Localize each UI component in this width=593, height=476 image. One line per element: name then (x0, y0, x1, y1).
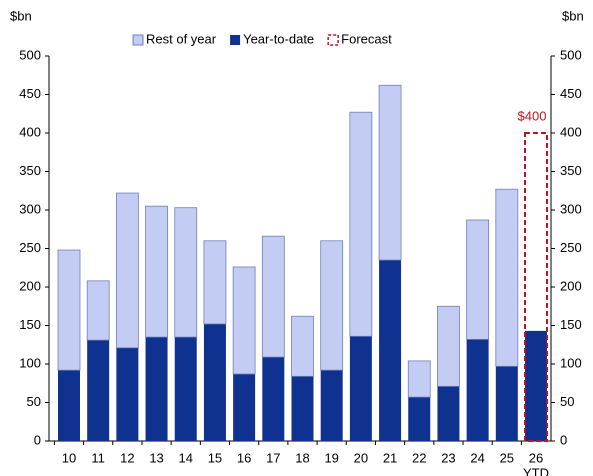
y-tick-label: 50 (27, 394, 41, 409)
x-tick-note: YTD (523, 465, 549, 476)
x-tick-label: 18 (295, 450, 309, 465)
y2-tick-label: 350 (560, 163, 582, 178)
y2-tick-label: 450 (560, 86, 582, 101)
y-tick-label: 500 (19, 47, 41, 62)
x-tick-label: 24 (470, 450, 484, 465)
y-tick-label: 450 (19, 86, 41, 101)
y-tick-label: 0 (34, 432, 41, 447)
x-tick-label: 23 (441, 450, 455, 465)
y-tick-label: 200 (19, 278, 41, 293)
bar-segment (145, 337, 168, 441)
x-tick-label: 11 (91, 450, 105, 465)
bar-segment (57, 370, 80, 441)
bar-segment (115, 192, 139, 349)
bar-segment (378, 84, 402, 261)
bar-segment (466, 219, 490, 340)
bar-segment (466, 339, 489, 441)
x-tick-label: 17 (266, 450, 280, 465)
bar-segment (379, 260, 402, 441)
y-tick-label: 300 (19, 201, 41, 216)
bar-segment (320, 240, 344, 371)
x-tick-label: 22 (412, 450, 426, 465)
legend-label: Rest of year (146, 31, 217, 46)
y-tick-label: 350 (19, 163, 41, 178)
bar-segment (291, 376, 314, 441)
bar-segment (407, 360, 431, 398)
bar-segment (320, 370, 343, 441)
bar-segment (291, 315, 314, 377)
x-tick-label: 20 (354, 450, 368, 465)
y2-tick-label: 400 (560, 124, 582, 139)
x-tick-label: 14 (179, 450, 193, 465)
bar-segment (437, 386, 460, 441)
bar-segment (349, 336, 372, 441)
bar-segment (57, 249, 81, 371)
forecast-annotation: $400 (518, 108, 547, 123)
y2-tick-label: 100 (560, 355, 582, 370)
bar-segment (261, 235, 285, 358)
y2-axis-label: $bn (562, 8, 584, 23)
bar-segment (495, 366, 518, 441)
legend-swatch (327, 34, 339, 46)
x-tick-label: 15 (208, 450, 222, 465)
y2-tick-label: 50 (560, 394, 574, 409)
bar-segment (203, 323, 226, 441)
bar-segment (145, 205, 168, 338)
bar-segment (203, 240, 227, 325)
y-axis-label: $bn (10, 8, 32, 23)
bar-segment (87, 340, 110, 441)
x-tick-label: 25 (500, 450, 514, 465)
bar-segment (232, 266, 256, 375)
y2-tick-label: 200 (560, 278, 582, 293)
forecast-box (524, 132, 549, 442)
y2-tick-label: 0 (560, 432, 567, 447)
bar-segment (349, 111, 373, 337)
bar-segment (233, 374, 256, 441)
bar-segment (174, 337, 197, 441)
bar-segment (437, 305, 460, 387)
y2-tick-label: 250 (560, 240, 582, 255)
y-tick-label: 400 (19, 124, 41, 139)
x-tick-label: 16 (237, 450, 251, 465)
x-tick-label: 19 (324, 450, 338, 465)
legend-label: Forecast (341, 31, 392, 46)
y2-tick-label: 150 (560, 317, 582, 332)
bar-segment (116, 347, 139, 441)
bar-segment (86, 280, 110, 341)
bar-segment (408, 397, 431, 441)
bar-segment (262, 357, 285, 441)
x-tick-label: 12 (120, 450, 134, 465)
bar-segment (525, 330, 548, 441)
legend-swatch (132, 34, 144, 46)
bar-segment (174, 207, 198, 338)
y2-tick-label: 300 (560, 201, 582, 216)
x-tick-label: 13 (149, 450, 163, 465)
legend-swatch (230, 35, 241, 45)
legend-label: Year-to-date (243, 31, 314, 46)
y-tick-label: 250 (19, 240, 41, 255)
y-tick-label: 100 (19, 355, 41, 370)
x-tick-label: 21 (383, 450, 397, 465)
x-tick-label: 26 (529, 450, 543, 465)
y2-tick-label: 500 (560, 47, 582, 62)
y-tick-label: 150 (19, 317, 41, 332)
x-tick-label: 10 (62, 450, 76, 465)
bar-segment (495, 188, 519, 367)
